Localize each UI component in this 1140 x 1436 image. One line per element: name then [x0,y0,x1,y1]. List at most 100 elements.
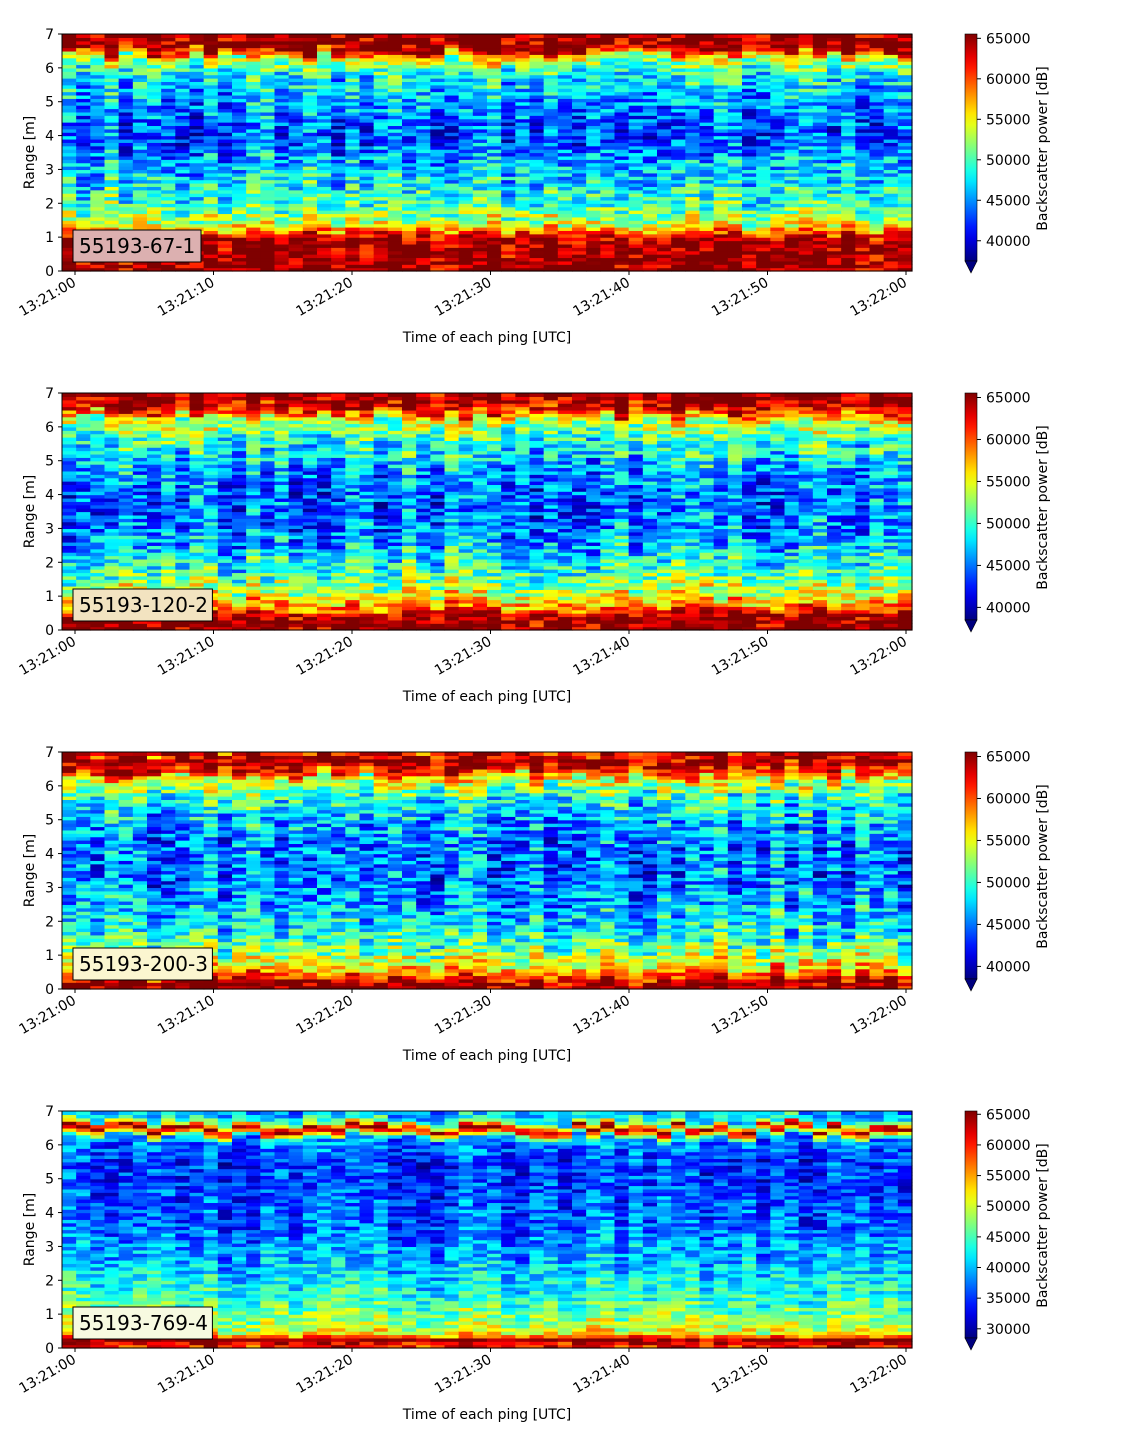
heatmap-cell [302,243,318,248]
heatmap-cell [770,189,786,194]
heatmap-cell [444,223,460,228]
heatmap-cell [600,108,616,113]
heatmap-cell [883,118,899,123]
heatmap-cell [331,71,346,76]
heatmap-cell [855,122,871,127]
heatmap-cell [147,40,162,45]
heatmap-cell [217,216,233,221]
heatmap-cell [147,193,162,198]
heatmap-cell [345,237,361,242]
heatmap-cell [317,189,332,194]
heatmap-cell [387,118,403,123]
heatmap-cell [402,40,417,45]
heatmap-cell [685,206,701,211]
heatmap-cell [869,233,885,238]
heatmap-cell [90,528,106,533]
heatmap-cell [132,409,148,414]
heatmap-cell [118,162,134,167]
heatmap-cell [770,81,786,86]
heatmap-cell [302,267,318,272]
heatmap-cell [62,149,77,154]
heatmap-cell [572,81,587,86]
heatmap-cell [529,105,545,110]
heatmap-cell [628,196,644,201]
heatmap-cell [416,186,431,191]
heatmap-cell [76,420,91,425]
heatmap-cell [855,61,871,66]
heatmap-cell [855,50,871,55]
heatmap-cell [657,247,672,252]
heatmap-cell [572,98,587,103]
heatmap-cell [246,220,261,225]
heatmap-cell [841,34,856,38]
heatmap-cell [260,254,276,259]
heatmap-cell [232,182,247,187]
heatmap-cell [699,64,715,69]
heatmap-cell [175,396,191,401]
heatmap-cell [841,176,856,181]
heatmap-cell [543,88,559,93]
heatmap-cell [161,545,176,550]
heatmap-cell [331,44,346,49]
heatmap-cell [812,240,828,245]
heatmap-cell [76,84,91,89]
heatmap-cell [62,508,77,513]
heatmap-cell [487,98,502,103]
heatmap-cell [373,149,389,154]
heatmap-cell [685,34,701,38]
heatmap-cell [770,182,786,187]
heatmap-cell [515,135,531,140]
heatmap-cell [302,152,318,157]
heatmap-cell [260,111,276,116]
heatmap-cell [614,37,630,42]
heatmap-cell [118,572,134,577]
heatmap-cell [317,57,332,62]
heatmap-cell [501,152,516,157]
heatmap-cell [671,196,686,201]
heatmap-cell [458,91,474,96]
heatmap-cell [812,132,828,137]
heatmap-cell [600,94,616,99]
heatmap-cell [232,257,247,262]
heatmap-cell [869,226,885,231]
heatmap-cell [288,199,304,204]
heatmap-cell [472,182,488,187]
heatmap-cell [161,511,176,516]
heatmap-cell [472,186,488,191]
heatmap-cell [416,122,431,127]
heatmap-cell [855,64,871,69]
heatmap-cell [713,159,729,164]
heatmap-cell [515,220,531,225]
heatmap-cell [104,81,120,86]
heatmap-cell [62,460,77,465]
heatmap-cell [232,81,247,86]
heatmap-cell [62,240,77,245]
heatmap-cell [727,47,743,52]
heatmap-cell [317,34,332,38]
heatmap-cell [798,64,814,69]
heatmap-cell [302,78,318,82]
heatmap-cell [543,108,559,113]
heatmap-cell [671,74,686,79]
heatmap-cell [713,182,729,187]
heatmap-cell [600,44,616,49]
heatmap-cell [444,193,460,198]
heatmap-cell [657,186,672,191]
heatmap-cell [642,243,658,248]
heatmap-cell [331,40,346,45]
heatmap-cell [402,257,417,262]
heatmap-cell [359,179,375,184]
heatmap-cell [260,237,276,242]
heatmap-cell [274,47,290,52]
heatmap-cell [175,88,191,93]
heatmap-cell [104,159,120,164]
heatmap-cell [331,91,346,96]
heatmap-cell [727,213,743,218]
heatmap-cell [543,250,559,255]
heatmap-cell [883,61,899,66]
heatmap-cell [402,254,417,259]
heatmap-cell [387,237,403,242]
heatmap-cell [642,81,658,86]
heatmap-cell [416,254,431,259]
heatmap-cell [373,264,389,269]
